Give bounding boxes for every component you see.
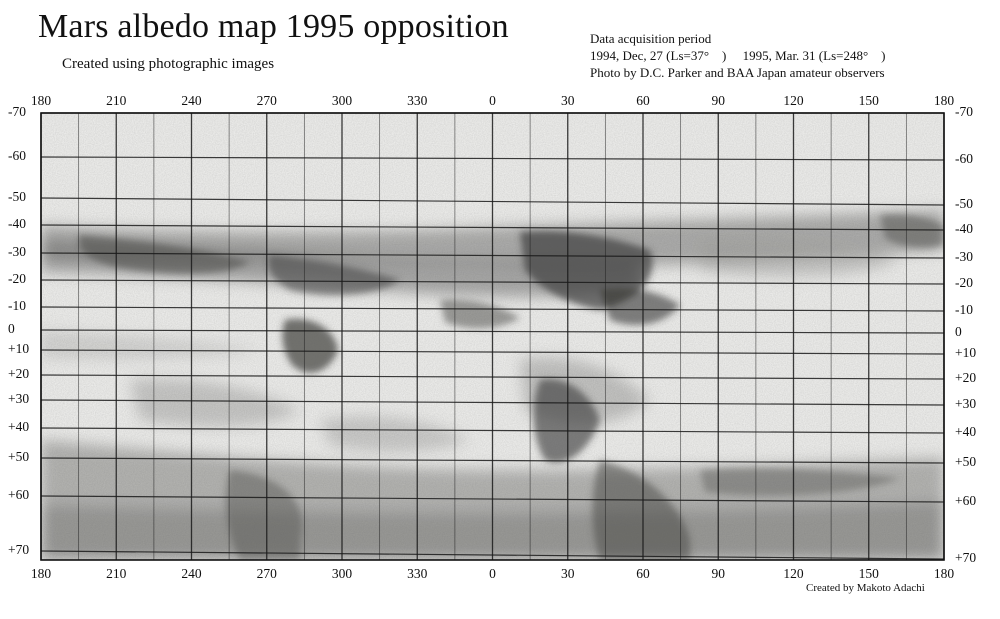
latitude-label-left: +20 — [8, 366, 30, 381]
map-author-credit: Created by Makoto Adachi — [806, 582, 925, 594]
latitude-label-left: -70 — [8, 104, 26, 119]
latitude-label-left: -60 — [8, 148, 26, 163]
acquisition-period-dates: 1994, Dec, 27 (Ls=37° ) 1995, Mar. 31 (L… — [590, 48, 886, 63]
map-subtitle: Created using photographic images — [62, 56, 275, 72]
latitude-label-left: +60 — [8, 487, 30, 502]
longitude-label-bottom: 300 — [331, 566, 353, 581]
longitude-label-bottom: 0 — [489, 566, 496, 581]
latitude-label-left: -50 — [8, 189, 26, 204]
longitude-label-bottom: 180 — [30, 566, 52, 581]
latitude-label-right: 0 — [955, 324, 962, 339]
longitude-label-bottom: 270 — [256, 566, 277, 581]
longitude-label-top: 90 — [711, 93, 726, 108]
longitude-label-top: 180 — [30, 93, 52, 108]
latitude-label-right: -10 — [955, 302, 973, 317]
latitude-label-left: -30 — [8, 244, 26, 259]
longitude-label-bottom: 240 — [181, 566, 202, 581]
latitude-label-right: +10 — [955, 345, 977, 360]
latitude-label-left: -20 — [8, 271, 26, 286]
longitude-label-top: 270 — [256, 93, 277, 108]
longitude-label-bottom: 330 — [407, 566, 428, 581]
latitude-label-right: +60 — [955, 493, 977, 508]
latitude-label-left: +50 — [8, 449, 30, 464]
longitude-label-top: 210 — [106, 93, 127, 108]
longitude-label-top: 120 — [783, 93, 804, 108]
map-title: Mars albedo map 1995 opposition — [38, 8, 509, 45]
coordinate-grid — [40, 112, 945, 561]
latitude-label-right: +50 — [955, 454, 977, 469]
acquisition-info: Data acquisition period 1994, Dec, 27 (L… — [590, 30, 886, 81]
longitude-label-bottom: 150 — [858, 566, 879, 581]
latitude-label-right: +40 — [955, 424, 977, 439]
latitude-label-right: +70 — [955, 550, 977, 565]
latitude-label-right: +30 — [955, 396, 977, 411]
latitude-label-right: -40 — [955, 221, 973, 236]
latitude-label-left: +70 — [8, 542, 30, 557]
latitude-label-left: +30 — [8, 391, 30, 406]
longitude-label-bottom: 60 — [636, 566, 650, 581]
latitude-label-right: -70 — [955, 104, 973, 119]
latitude-label-right: -60 — [955, 151, 973, 166]
longitude-label-top: 240 — [181, 93, 202, 108]
longitude-label-top: 0 — [489, 93, 496, 108]
latitude-label-left: +10 — [8, 341, 30, 356]
latitude-label-right: -20 — [955, 275, 973, 290]
latitude-label-left: 0 — [8, 321, 15, 336]
acquisition-period-heading: Data acquisition period — [590, 31, 712, 46]
latitude-label-right: -30 — [955, 249, 973, 264]
longitude-label-bottom: 210 — [106, 566, 127, 581]
longitude-label-top: 60 — [636, 93, 650, 108]
longitude-label-top: 300 — [331, 93, 353, 108]
longitude-label-top: 30 — [561, 93, 575, 108]
longitude-label-bottom: 90 — [711, 566, 726, 581]
longitude-label-top: 150 — [858, 93, 879, 108]
longitude-label-bottom: 30 — [561, 566, 575, 581]
latitude-label-right: -50 — [955, 196, 973, 211]
photo-credit: Photo by D.C. Parker and BAA Japan amate… — [590, 65, 885, 80]
latitude-label-left: -40 — [8, 216, 26, 231]
longitude-label-bottom: 120 — [783, 566, 804, 581]
longitude-label-bottom: 180 — [933, 566, 955, 581]
longitude-label-top: 180 — [933, 93, 955, 108]
latitude-label-right: +20 — [955, 370, 977, 385]
latitude-label-left: +40 — [8, 419, 30, 434]
latitude-label-left: -10 — [8, 298, 26, 313]
longitude-label-top: 330 — [407, 93, 428, 108]
